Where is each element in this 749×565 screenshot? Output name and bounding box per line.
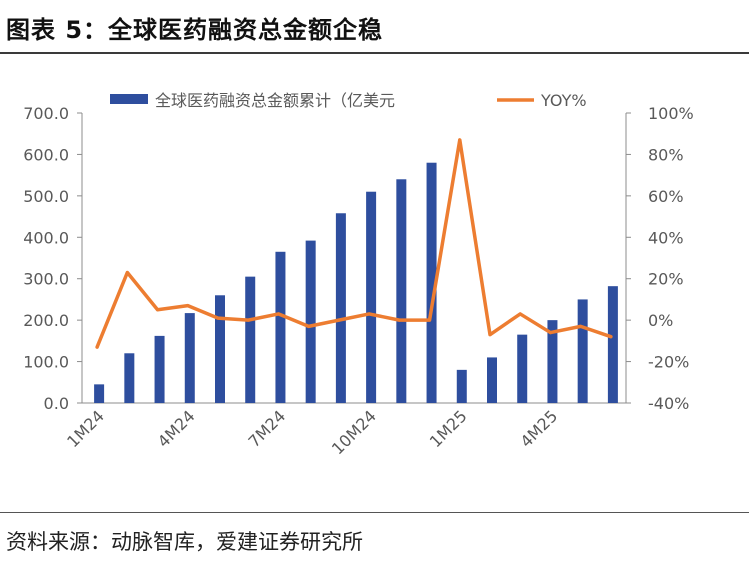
yoy-line: [95, 138, 613, 349]
y-right-tick-label: 40%: [648, 228, 684, 247]
x-tick-label: 4M24: [154, 406, 199, 451]
bar-1M25: [456, 369, 467, 403]
x-tick-label: 10M24: [328, 406, 380, 458]
yoy-point-2M24: [125, 271, 129, 274]
x-tick-label: 1M25: [426, 406, 471, 451]
bar-5M25: [577, 299, 588, 403]
bar-6M25: [607, 286, 618, 403]
yoy-point-6M25: [609, 335, 613, 339]
legend-bar-label: 全球医药融资总金额累计（亿美元: [155, 91, 395, 110]
y-left-tick-label: 300.0: [23, 270, 69, 289]
x-tick-label: 7M24: [244, 406, 289, 451]
bar-6M24: [245, 276, 256, 403]
combo-chart: 0.0 100.0 200.0 300.0 400.0 500.0 600.0 700.0 -4…: [23, 91, 694, 458]
bar-11M24: [396, 179, 407, 403]
yoy-point-8M24: [307, 324, 311, 328]
yoy-point-9M24: [337, 318, 341, 322]
legend-bar-swatch: [110, 94, 148, 104]
y-right-tick-label: 60%: [648, 187, 684, 206]
y-right-tick-label: -20%: [648, 353, 689, 372]
yoy-point-6M24: [246, 318, 250, 322]
y-left-tick-label: 600.0: [23, 145, 69, 164]
y-left-tick-label: 700.0: [23, 104, 69, 123]
bar-3M25: [517, 334, 528, 403]
y-right-tick-label: 80%: [648, 145, 684, 164]
yoy-point-4M24: [186, 304, 190, 308]
bar-2M25: [487, 357, 497, 403]
yoy-point-3M24: [156, 308, 160, 312]
bar-4M25: [547, 320, 558, 403]
bar-5M24: [215, 295, 225, 403]
bar-7M24: [275, 251, 286, 403]
yoy-point-7M24: [276, 312, 280, 316]
y-right-tick-label: 20%: [648, 270, 684, 289]
yoy-point-1M24: [95, 345, 99, 349]
bar-3M24: [154, 335, 165, 403]
yoy-point-5M24: [216, 316, 220, 320]
yoy-point-1M25: [458, 138, 462, 142]
source-divider: [0, 512, 749, 513]
yoy-point-12M24: [428, 318, 432, 322]
figure-title: 图表 5：全球医药融资总金额企稳: [6, 16, 384, 44]
y-right-tick-label: 100%: [648, 104, 694, 123]
bar-12M24: [426, 162, 437, 403]
yoy-point-5M25: [579, 324, 583, 328]
bar-8M24: [305, 240, 316, 403]
y-left-tick-label: 0.0: [44, 394, 69, 413]
y-right-tick-label: 0%: [648, 311, 673, 330]
y-right-tick-label: -40%: [648, 394, 689, 413]
yoy-point-11M24: [397, 318, 401, 322]
source-note: 资料来源：动脉智库，爱建证券研究所: [6, 530, 363, 554]
yoy-point-10M24: [367, 312, 371, 316]
title-divider: [0, 52, 749, 54]
y-left-tick-label: 400.0: [23, 228, 69, 247]
yoy-point-3M25: [518, 312, 522, 316]
bar-9M24: [335, 213, 346, 403]
yoy-point-4M25: [548, 331, 552, 335]
x-tick-label: 1M24: [63, 406, 108, 451]
y-left-tick-label: 200.0: [23, 311, 69, 330]
y-left-tick-label: 500.0: [23, 187, 69, 206]
bar-4M24: [184, 313, 195, 403]
yoy-point-2M25: [488, 333, 492, 337]
bar-1M24: [94, 384, 105, 403]
x-tick-label: 4M25: [516, 406, 561, 451]
legend-line-label: YOY%: [540, 91, 587, 110]
bar-2M24: [124, 353, 135, 403]
bar-10M24: [366, 191, 377, 403]
y-left-tick-label: 100.0: [23, 353, 69, 372]
